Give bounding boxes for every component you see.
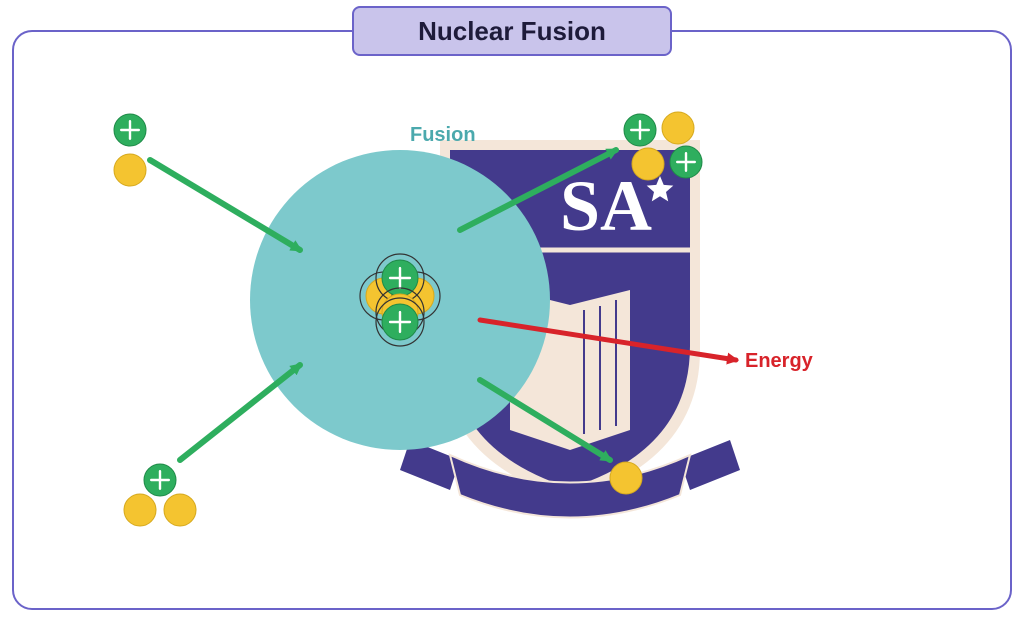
energy-label: Energy <box>745 350 813 373</box>
diagram-stage: Nuclear Fusion SA Fusion Energy <box>0 0 1024 621</box>
diagram-svg: SA <box>0 0 1024 621</box>
svg-text:SA: SA <box>560 166 652 246</box>
energy-label-text: Energy <box>745 350 813 372</box>
fusion-label-text: Fusion <box>410 124 476 146</box>
fusion-label: Fusion <box>410 124 476 147</box>
